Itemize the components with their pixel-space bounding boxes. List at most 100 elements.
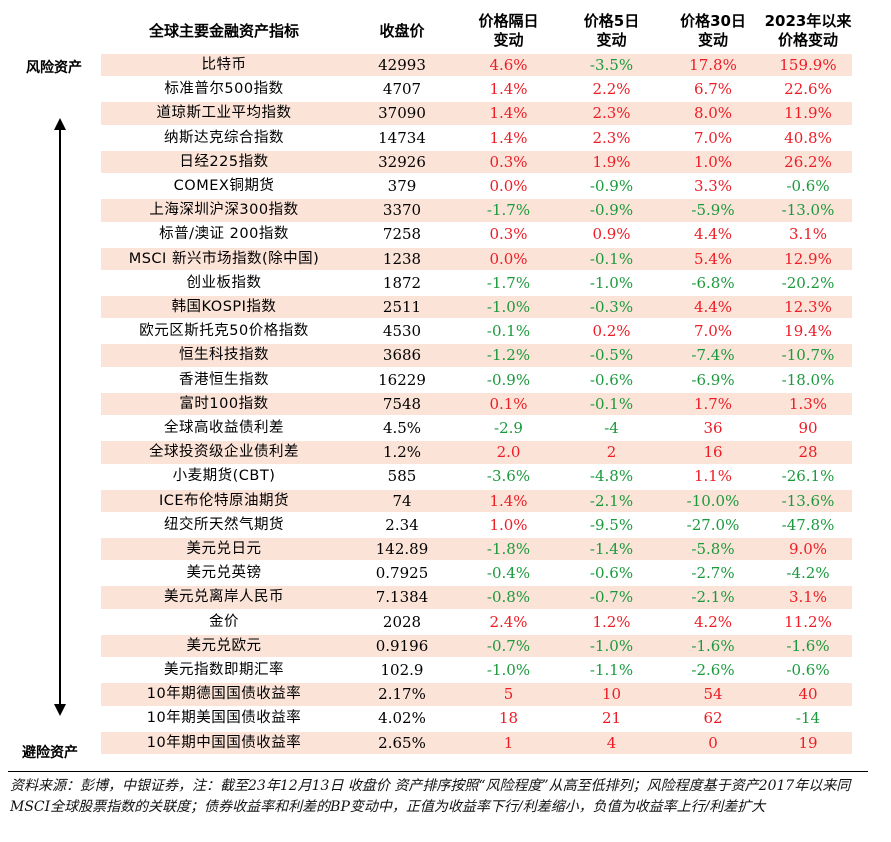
change-1d-cell: -0.4% xyxy=(486,564,531,583)
change-1d-cell: 0.3% xyxy=(489,225,528,244)
change-5d-cell: -0.6% xyxy=(589,370,634,389)
change-ytd-cell: -10.7% xyxy=(781,346,835,365)
asset-name-cell: 金价 xyxy=(209,613,239,630)
change-1d-cell: 0.0% xyxy=(489,177,528,195)
change-1d-cell: -1.8% xyxy=(486,540,531,558)
table-row: 日经225指数 32926 0.3% 1.9% 1.0% 26.2% xyxy=(0,150,891,174)
change-30d-cell: 16 xyxy=(703,443,723,462)
change-1d-cell: 0.0% xyxy=(489,249,528,268)
asset-name-cell: 比特币 xyxy=(201,57,247,73)
change-30d-cell: 5.4% xyxy=(693,249,733,268)
change-ytd-cell: -0.6% xyxy=(786,177,830,195)
change-5d-cell: -1.4% xyxy=(589,540,634,558)
change-30d-cell: 7.0% xyxy=(693,322,733,341)
table-row: 10年期中国国债收益率 2.65% 1 4 0 19 xyxy=(0,731,891,755)
change-ytd-cell: -20.2% xyxy=(781,273,835,292)
change-ytd-cell: 28 xyxy=(798,443,818,462)
change-ytd-cell: 3.1% xyxy=(788,588,828,607)
change-5d-cell: -0.9% xyxy=(589,201,634,220)
close-price-cell: 1238 xyxy=(382,249,422,268)
change-1d-cell: 5 xyxy=(503,685,514,704)
asset-name-cell: 美元指数即期汇率 xyxy=(164,662,284,678)
change-ytd-cell: 3.1% xyxy=(788,225,828,244)
change-1d-cell: -1.0% xyxy=(486,661,531,679)
change-5d-cell: 1.9% xyxy=(592,152,631,171)
risk-direction-arrow xyxy=(54,118,66,716)
change-5d-cell: 0.9% xyxy=(592,225,631,244)
row-background xyxy=(101,441,852,464)
asset-name-cell: 上海深圳沪深300指数 xyxy=(149,202,299,219)
change-1d-cell: 18 xyxy=(498,709,519,728)
change-30d-cell: -2.7% xyxy=(691,564,735,583)
change-5d-cell: 0.2% xyxy=(592,322,631,341)
change-1d-cell: 1.4% xyxy=(489,128,528,147)
change-30d-cell: 54 xyxy=(703,685,723,704)
close-price-cell: 2.34 xyxy=(385,515,419,534)
change-5d-cell: 2.3% xyxy=(592,128,631,147)
table-row: MSCI 新兴市场指数(除中国) 1238 0.0% -0.1% 5.4% 12.9% xyxy=(0,247,891,271)
change-ytd-cell: 9.0% xyxy=(788,540,828,558)
change-30d-cell: 7.0% xyxy=(693,128,733,147)
row-background xyxy=(101,731,852,754)
change-30d-cell: -6.8% xyxy=(691,273,735,292)
change-30d-cell: 8.0% xyxy=(693,104,733,123)
row-background xyxy=(101,489,852,512)
close-price-cell: 585 xyxy=(387,467,417,486)
row-background xyxy=(101,586,852,609)
header-asset-name: 全球主要金融资产指标 xyxy=(148,21,299,40)
table-row: 比特币 42993 4.6% -3.5% 17.8% 159.9% xyxy=(0,53,891,77)
change-30d-cell: -1.6% xyxy=(691,636,735,655)
asset-name-cell: 标普/澳证 200指数 xyxy=(159,226,289,243)
change-30d-cell: 17.8% xyxy=(689,56,737,74)
change-30d-cell: 1.7% xyxy=(693,394,733,413)
change-30d-cell: 0 xyxy=(708,733,718,752)
risk-asset-label: 风险资产 xyxy=(26,60,82,76)
table-row: 道琼斯工业平均指数 37090 1.4% 2.3% 8.0% 11.9% xyxy=(0,101,891,125)
change-30d-cell: 36 xyxy=(703,419,723,437)
change-ytd-cell: 40 xyxy=(798,685,818,704)
change-ytd-cell: -47.8% xyxy=(781,515,835,534)
table-row: 标普/澳证 200指数 7258 0.3% 0.9% 4.4% 3.1% xyxy=(0,222,891,246)
close-price-cell: 4530 xyxy=(382,322,422,341)
change-5d-cell: -0.1% xyxy=(589,249,634,268)
asset-name-cell: ICE布伦特原油期货 xyxy=(158,492,290,509)
change-5d-cell: -2.1% xyxy=(589,491,634,510)
close-price-cell: 32926 xyxy=(378,152,426,171)
footnote: 资料来源：彭博，中银证券，注：截至23年12月13日 收盘价 资产排序按照“风险… xyxy=(10,778,851,815)
close-price-cell: 4.02% xyxy=(378,709,426,728)
safe-haven-asset-label: 避险资产 xyxy=(22,745,78,761)
close-price-cell: 2.65% xyxy=(378,733,426,752)
asset-name-cell: 小麦期货(CBT) xyxy=(172,468,276,485)
asset-name-cell: 10年期美国国债收益率 xyxy=(146,710,302,727)
change-1d-cell: 4.6% xyxy=(489,56,528,74)
change-5d-cell: 1.2% xyxy=(592,612,631,631)
row-background xyxy=(101,538,852,561)
change-5d-cell: -9.5% xyxy=(589,515,634,534)
table-row: 美元指数即期汇率 102.9 -1.0% -1.1% -2.6% -0.6% xyxy=(0,658,891,682)
close-price-cell: 102.9 xyxy=(380,661,424,679)
change-ytd-cell: 1.3% xyxy=(788,394,828,413)
change-5d-cell: -4.8% xyxy=(589,467,634,486)
change-5d-cell: 2.2% xyxy=(592,80,631,99)
table-row: 纳斯达克综合指数 14734 1.4% 2.3% 7.0% 40.8% xyxy=(0,126,891,150)
table-header: 全球主要金融资产指标 收盘价 价格隔日 变动 价格5日 变动 价格30日 变动 … xyxy=(0,8,891,54)
asset-name-cell: 美元兑日元 xyxy=(186,541,262,557)
table-row: 美元兑欧元 0.9196 -0.7% -1.0% -1.6% -1.6% xyxy=(0,634,891,658)
change-5d-cell: -1.1% xyxy=(589,661,634,679)
change-5d-cell: 4 xyxy=(606,733,617,752)
close-price-cell: 42993 xyxy=(378,56,426,74)
row-background xyxy=(101,634,852,658)
header-change-1d: 价格隔日 变动 xyxy=(478,12,539,49)
asset-name-cell: 全球高收益债利差 xyxy=(164,420,284,436)
header-change-5d: 价格5日 变动 xyxy=(583,12,640,49)
change-5d-cell: 2.3% xyxy=(592,104,631,123)
change-30d-cell: 1.0% xyxy=(693,152,733,171)
change-ytd-cell: -0.6% xyxy=(786,661,830,679)
change-30d-cell: 4.4% xyxy=(693,298,733,316)
change-ytd-cell: -4.2% xyxy=(786,564,830,583)
change-ytd-cell: 11.9% xyxy=(784,104,832,123)
table-row: 欧元区斯托克50价格指数 4530 -0.1% 0.2% 7.0% 19.4% xyxy=(0,319,891,343)
table-row: 金价 2028 2.4% 1.2% 4.2% 11.2% xyxy=(0,610,891,634)
table-row: 富时100指数 7548 0.1% -0.1% 1.7% 1.3% xyxy=(0,392,891,416)
change-30d-cell: -5.9% xyxy=(691,201,735,220)
